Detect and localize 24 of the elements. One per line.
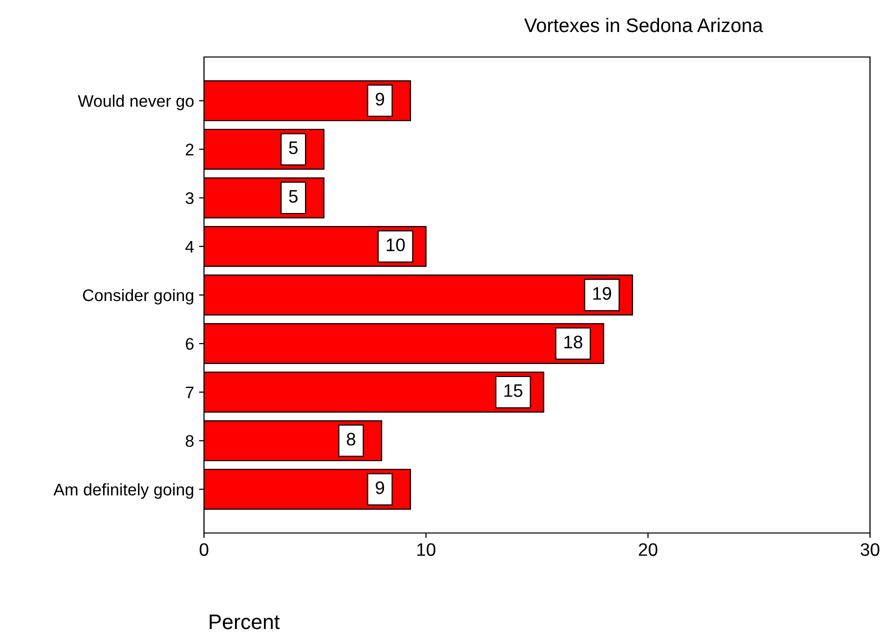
data-label: 9	[376, 92, 384, 106]
y-tick-label: 2	[186, 144, 194, 156]
data-label: 19	[593, 287, 612, 300]
data-label: 5	[289, 142, 298, 154]
y-tick-label: Consider going	[83, 288, 194, 304]
x-tick-label: 20	[638, 543, 658, 556]
x-tick-label: 10	[417, 543, 436, 556]
x-tick-label: 0	[200, 543, 208, 556]
x-tick-label: 30	[860, 543, 880, 556]
data-label: 15	[504, 384, 522, 397]
data-label: 18	[564, 336, 582, 348]
y-tick-label: Would never go	[78, 94, 194, 110]
y-tick-label: 4	[185, 241, 194, 252]
data-label: 8	[346, 432, 356, 446]
y-tick-label: 7	[186, 386, 194, 398]
y-tick-label: 6	[186, 338, 194, 350]
data-label: 9	[376, 481, 384, 494]
x-axis-title: Percent	[210, 614, 280, 630]
data-label: 10	[386, 238, 405, 252]
y-tick-label: 3	[186, 192, 194, 204]
data-label: 5	[289, 190, 298, 203]
y-tick-label: Am definitely going	[54, 483, 194, 499]
chart-title: Vortexes in Sedona Arizona	[524, 18, 764, 32]
y-tick-label: 8	[186, 435, 194, 447]
